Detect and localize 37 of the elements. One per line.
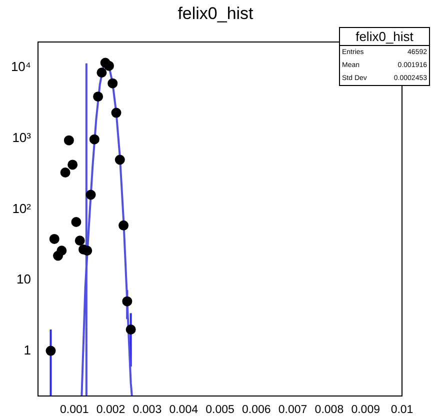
y-tick-label: 10³ (12, 130, 32, 145)
point (96, 68, 107, 78)
x-tick-label: 0.003 (132, 404, 162, 416)
point (122, 296, 132, 306)
x-tick-label: 0.007 (278, 404, 308, 416)
point (49, 234, 60, 244)
point (114, 154, 125, 165)
x-tick-label: 0.006 (242, 404, 271, 416)
point (126, 324, 136, 334)
chart-title: felix0_hist (176, 4, 254, 24)
point (82, 246, 92, 256)
point (108, 78, 118, 88)
point (93, 92, 104, 102)
point (74, 236, 85, 246)
point (89, 134, 100, 144)
x-tick-label: 0.005 (206, 404, 234, 416)
point (71, 216, 82, 227)
y-tick-label: 10 (16, 272, 31, 287)
point (56, 246, 67, 256)
y-tick-label: 1 (24, 342, 31, 358)
point (104, 60, 114, 71)
point (118, 220, 129, 230)
point (46, 346, 56, 356)
point (86, 190, 96, 200)
point (111, 108, 122, 118)
x-tick-label: 0.009 (351, 404, 380, 416)
y-tick-label: 10² (12, 200, 32, 216)
point (68, 160, 78, 170)
point (64, 135, 74, 146)
x-tick-label: 0.002 (96, 404, 126, 416)
x-tick-label: 0.001 (60, 404, 89, 416)
point (60, 168, 70, 178)
y-tick-label: 10⁴ (10, 59, 31, 74)
x-tick-label: 0.01 (390, 404, 414, 416)
x-tick-label: 0.008 (314, 404, 344, 416)
annotation: felix0_hist (340, 28, 429, 46)
x-tick-label: 0.004 (169, 404, 199, 416)
